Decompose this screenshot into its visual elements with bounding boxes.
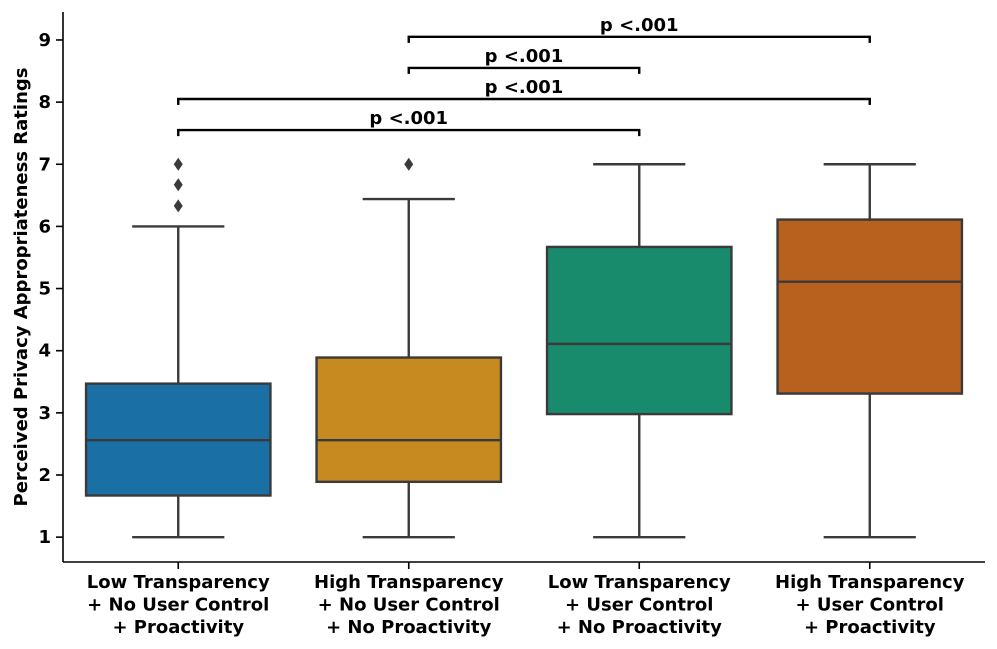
y-tick-label: 2 [38,465,51,486]
x-category-label: + Proactivity [804,617,936,638]
x-category-label: + Proactivity [112,617,244,638]
significance-label: p <.001 [485,46,564,67]
x-category-label: + No User Control [87,595,269,616]
significance-label: p <.001 [485,77,564,98]
outlier-point [173,199,183,213]
y-tick-label: 7 [38,154,51,175]
box-group [776,163,964,539]
box-group [315,157,503,539]
x-category-label: + User Control [565,595,713,616]
outlier-point [404,157,414,171]
x-category-label: + User Control [796,595,944,616]
y-axis-title: Perceived Privacy Appropriateness Rating… [11,68,32,507]
bracket-line [407,66,641,74]
x-category-label: + No Proactivity [326,617,492,638]
bracket-line [177,97,871,106]
x-category-label: Low Transparency [87,572,270,593]
y-tick-label: 4 [38,341,51,362]
y-tick-label: 6 [38,216,51,237]
significance-label: p <.001 [600,15,679,36]
significance-bracket: p <.001 [177,77,871,106]
bracket-line [407,35,871,43]
outlier-point [173,157,183,171]
y-tick-label: 5 [38,279,51,300]
significance-bracket: p <.001 [407,46,641,74]
box-iqr [545,245,733,416]
box-iqr [315,356,503,484]
box-group [545,163,733,539]
x-category-label: + No User Control [318,595,500,616]
x-category-label: High Transparency [314,572,504,593]
outlier-point [173,178,183,192]
significance-bracket: p <.001 [407,15,871,43]
y-tick-label: 8 [38,92,51,113]
x-category-label: High Transparency [775,572,965,593]
bracket-line [177,128,641,137]
box-iqr [776,218,964,395]
box-group [84,157,272,539]
y-tick-label: 9 [38,30,51,51]
significance-label: p <.001 [369,108,448,129]
y-tick-label: 3 [38,403,51,424]
x-category-label: Low Transparency [548,572,731,593]
x-category-label: + No Proactivity [557,617,723,638]
y-tick-label: 1 [38,527,51,548]
significance-bracket: p <.001 [177,108,641,137]
